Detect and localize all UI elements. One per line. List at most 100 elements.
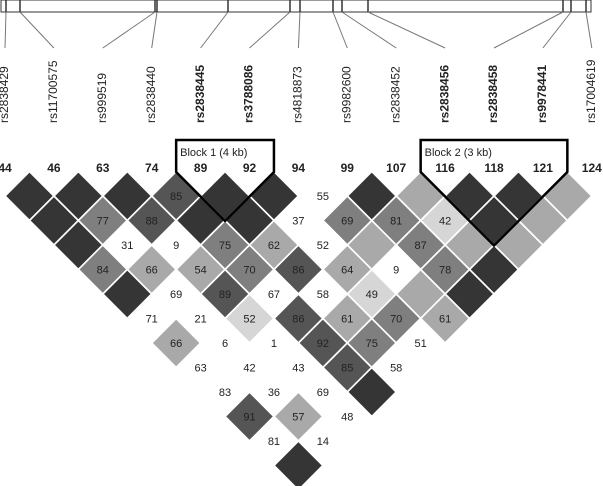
ld-value: 54 <box>194 264 206 276</box>
ld-value: 85 <box>170 191 182 203</box>
marker-number: 46 <box>47 161 61 175</box>
marker-name: rs3788086 <box>242 65 256 123</box>
connector <box>332 11 348 49</box>
ld-value: 87 <box>415 240 427 252</box>
ld-cell <box>272 439 324 486</box>
ld-value: 89 <box>219 289 231 301</box>
connector <box>542 11 572 49</box>
chromosome-bar <box>0 0 592 13</box>
ld-value: 81 <box>268 436 280 448</box>
ld-value: 84 <box>97 264 109 276</box>
ld-value: 61 <box>341 313 353 325</box>
ld-value: 21 <box>194 313 206 325</box>
ld-value: 81 <box>390 215 402 227</box>
ld-value: 75 <box>219 240 231 252</box>
connector <box>102 11 156 49</box>
ld-value: 78 <box>439 264 451 276</box>
ld-value: 6 <box>222 338 228 350</box>
marker-number: 124 <box>582 161 602 175</box>
marker-number: 74 <box>145 161 159 175</box>
marker-number: 44 <box>0 161 12 175</box>
ld-value: 37 <box>292 215 304 227</box>
ld-value: 55 <box>317 191 329 203</box>
ld-value: 91 <box>243 411 255 423</box>
ld-value: 51 <box>415 338 427 350</box>
ld-value: 48 <box>341 411 353 423</box>
marker-name: rs999519 <box>95 73 109 123</box>
ld-value: 83 <box>219 387 231 399</box>
marker-number: 107 <box>386 161 406 175</box>
block-label: Block 2 (3 kb) <box>425 147 492 159</box>
ld-value: 69 <box>341 215 353 227</box>
marker-name: rs4818873 <box>291 66 305 123</box>
marker-number: 121 <box>533 161 553 175</box>
block-label: Block 1 (4 kb) <box>180 147 247 159</box>
marker-labels: rs2838429 44 rs11700575 46 rs999519 63 rs28384… <box>0 59 602 175</box>
block-outline <box>419 138 569 248</box>
connector <box>585 11 593 49</box>
marker-name: rs9982600 <box>339 66 353 123</box>
ld-value: 85 <box>341 362 353 374</box>
connector <box>151 11 158 49</box>
marker-number: 99 <box>341 161 355 175</box>
marker-number: 116 <box>435 161 455 175</box>
ld-value: 43 <box>292 362 304 374</box>
marker-name: rs9978441 <box>535 65 549 123</box>
ld-value: 92 <box>317 338 329 350</box>
marker-name: rs17004619 <box>584 59 598 123</box>
ld-value: 70 <box>390 313 402 325</box>
ld-value: 67 <box>268 289 280 301</box>
marker-name: rs11700575 <box>46 60 60 123</box>
ld-value: 1 <box>271 338 277 350</box>
ld-value: 62 <box>268 240 280 252</box>
marker-name: rs2838440 <box>144 66 158 123</box>
ld-value: 86 <box>292 264 304 276</box>
ld-value: 36 <box>268 387 280 399</box>
connector <box>4 11 7 49</box>
ld-value: 61 <box>439 313 451 325</box>
marker-number: 89 <box>194 161 208 175</box>
marker-name: rs2838452 <box>388 66 402 123</box>
ld-value: 58 <box>317 289 329 301</box>
ld-value: 69 <box>317 387 329 399</box>
ld-value: 9 <box>393 264 399 276</box>
ld-value: 70 <box>243 264 255 276</box>
marker-number: 94 <box>292 161 306 175</box>
connector <box>19 11 55 49</box>
ld-value: 64 <box>341 264 353 276</box>
block-outline <box>174 138 276 223</box>
ld-value: 52 <box>243 313 255 325</box>
ld-value: 63 <box>194 362 206 374</box>
connector <box>200 11 229 49</box>
marker-number: 63 <box>96 161 110 175</box>
ld-value: 75 <box>366 338 378 350</box>
connector <box>297 11 301 49</box>
ld-value: 42 <box>439 215 451 227</box>
ld-value: 58 <box>390 362 402 374</box>
marker-number: 92 <box>243 161 257 175</box>
ld-value: 52 <box>317 240 329 252</box>
connector <box>493 11 564 49</box>
marker-name: rs2838445 <box>193 65 207 123</box>
ld-value: 69 <box>170 289 182 301</box>
ld-value: 9 <box>173 240 179 252</box>
marker-name: rs2838456 <box>437 65 451 123</box>
marker-name: rs2838429 <box>0 66 11 123</box>
ld-value: 57 <box>292 411 304 423</box>
block-outlines: Block 1 (4 kb) Block 2 (3 kb) <box>174 138 569 248</box>
ld-value: 31 <box>121 240 133 252</box>
connector <box>367 11 446 49</box>
connector <box>341 11 397 49</box>
ld-value: 88 <box>146 215 158 227</box>
ld-value: 66 <box>146 264 158 276</box>
ld-value: 77 <box>97 215 109 227</box>
ld-value: 66 <box>170 338 182 350</box>
marker-name: rs2838458 <box>486 65 500 123</box>
connector <box>249 11 291 49</box>
ld-value: 14 <box>317 436 329 448</box>
ld-value: 42 <box>243 362 255 374</box>
marker-number: 118 <box>484 161 504 175</box>
ld-value: 86 <box>292 313 304 325</box>
